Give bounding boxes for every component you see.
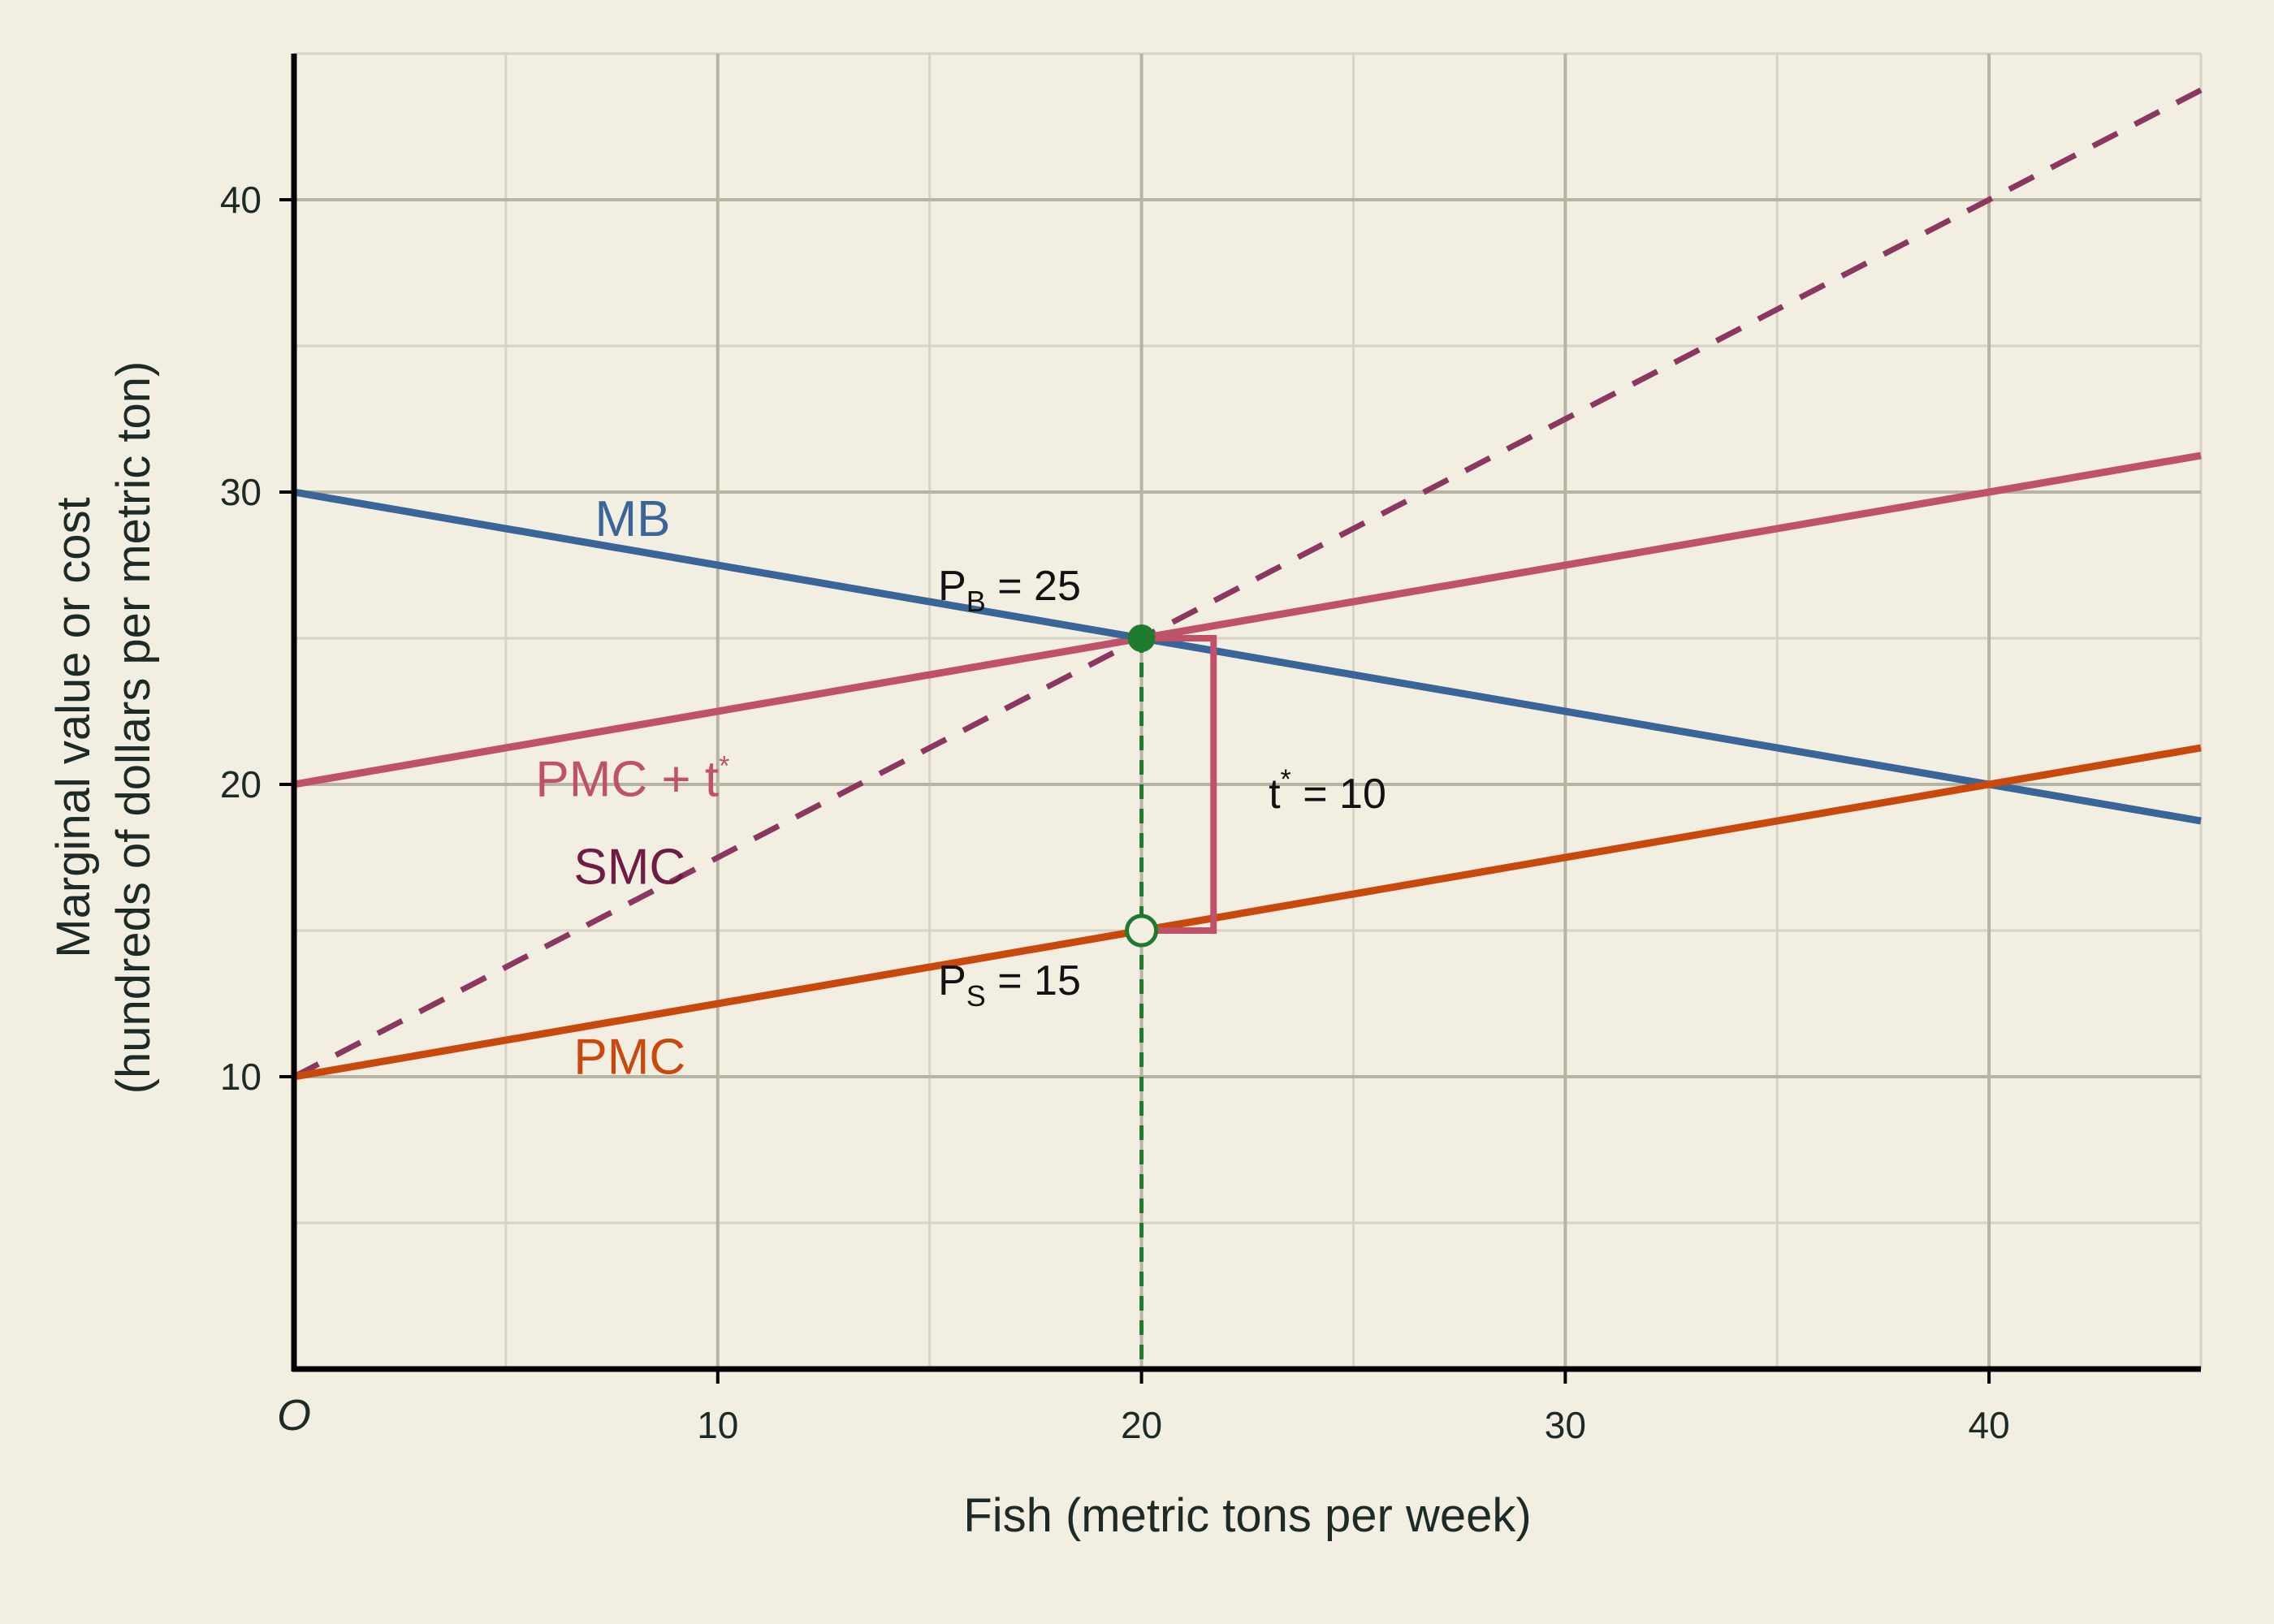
series-line-pmc-t (293, 451, 2202, 788)
series-label-pmc-plus-tax: PMC + t* (535, 750, 729, 807)
buyer-price-annotation: PB = 25 (938, 563, 1081, 618)
x-ticks: 10 20 30 40 (697, 1369, 2010, 1446)
x-tick-label: 10 (697, 1404, 738, 1446)
y-tick-label: 30 (220, 471, 262, 513)
x-tick-label: 20 (1121, 1404, 1162, 1446)
series-line-pmc (293, 744, 2202, 1081)
y-axis-title: Marginal value or cost (hundreds of doll… (47, 361, 160, 1095)
major-grid (294, 54, 2201, 1369)
y-tick-label: 20 (220, 763, 262, 806)
minor-grid (294, 52, 2203, 1369)
x-tick-label: 30 (1545, 1404, 1586, 1446)
buyer-price-point (1127, 624, 1156, 652)
series-layer (292, 87, 2203, 1081)
series-line-mb (293, 488, 2202, 825)
y-ticks: 10 20 30 40 (220, 179, 294, 1098)
y-axis-title-line1: Marginal value or cost (47, 497, 100, 957)
y-tick-label: 40 (220, 179, 262, 221)
seller-price-point (1125, 914, 1159, 948)
tax-annotation: t* = 10 (1269, 764, 1386, 818)
series-line-smc (292, 87, 2203, 1080)
origin-label: O (277, 1391, 311, 1440)
series-label-smc: SMC (573, 839, 685, 895)
x-tick-label: 40 (1969, 1404, 2010, 1446)
seller-price-annotation: PS = 15 (938, 957, 1081, 1013)
tax-bracket (1141, 635, 1217, 934)
series-label-mb: MB (594, 491, 670, 547)
y-tick-label: 10 (220, 1056, 262, 1098)
x-axis-title: Fish (metric tons per week) (963, 1489, 1531, 1542)
series-label-pmc: PMC (573, 1029, 685, 1085)
y-axis-title-line2: (hundreds of dollars per metric ton) (107, 361, 160, 1095)
